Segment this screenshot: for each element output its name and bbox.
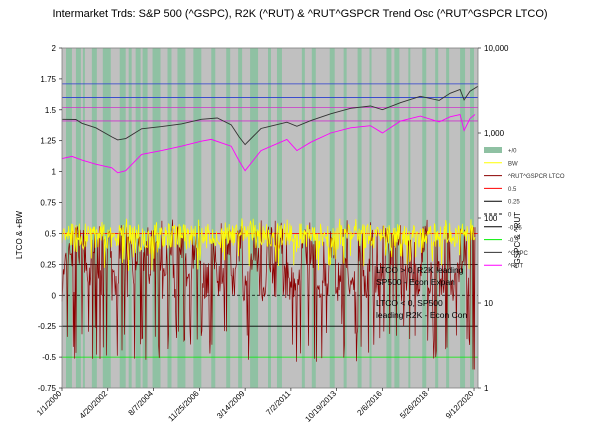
annotation-positive-line1: LTCO > 0, R2K leading <box>376 265 464 275</box>
annotation-negative-line1: LTCO < 0, SP500 <box>376 298 443 308</box>
positive-band-28 <box>408 48 411 388</box>
positive-band-9 <box>142 48 148 388</box>
positive-band-18 <box>268 48 271 388</box>
positive-band-32 <box>460 48 466 388</box>
positive-band-33 <box>470 48 475 388</box>
positive-band-15 <box>226 48 231 388</box>
positive-band-24 <box>357 48 362 388</box>
y-left-tick-label: -0.5 <box>42 353 56 362</box>
positive-band-1 <box>65 48 72 388</box>
positive-band-23 <box>343 48 347 388</box>
positive-band-10 <box>152 48 161 388</box>
positive-band-16 <box>238 48 243 388</box>
positive-band-20 <box>301 48 305 388</box>
positive-band-19 <box>276 48 282 388</box>
legend-label: ^GSPC <box>508 251 528 257</box>
y-right-tick-label: 100 <box>484 214 498 223</box>
legend-label: 0.25 <box>508 200 520 206</box>
positive-band-21 <box>311 48 316 388</box>
legend: +/0BW^RUT^GSPCR LTCO0.50.250-0.25-0.5^GS… <box>484 147 565 270</box>
y-left-tick-label: -0.75 <box>38 384 57 393</box>
y-left-tick-label: 1.75 <box>40 75 56 84</box>
x-tick-label: 5/26/2018 <box>398 389 430 421</box>
positive-band-12 <box>177 48 186 388</box>
positive-band-4 <box>91 48 97 388</box>
positive-band-25 <box>369 48 372 388</box>
x-tick-label: 11/25/2006 <box>166 389 201 424</box>
series-line-rut <box>61 113 476 174</box>
legend-label: BW <box>508 161 518 167</box>
positive-band-26 <box>386 48 392 388</box>
legend-label: ^RUT^GSPCR LTCO <box>508 174 565 180</box>
positive-band-5 <box>102 48 111 388</box>
positive-band-2 <box>75 48 81 388</box>
x-tick-label: 3/14/2009 <box>215 389 247 421</box>
positive-band-17 <box>250 48 259 388</box>
positive-band-27 <box>394 48 400 388</box>
legend-label: ^RUT <box>508 264 523 270</box>
y-axis-left-label: LTCO & +BW <box>15 211 24 260</box>
positive-band-29 <box>422 48 427 388</box>
legend-label: -0.5 <box>508 238 519 244</box>
positive-band-3 <box>82 48 85 388</box>
series-line-gspc <box>61 85 479 146</box>
y-left-tick-label: 1.25 <box>40 137 56 146</box>
y-left-tick-label: 0.25 <box>40 260 56 269</box>
series-line-bw <box>61 218 476 271</box>
positive-band-14 <box>211 48 216 388</box>
positive-band-7 <box>128 48 132 388</box>
y-left-tick-label: 1.5 <box>45 106 57 115</box>
legend-label: +/0 <box>508 149 517 155</box>
x-tick-label: 7/2/2011 <box>264 389 292 417</box>
x-tick-label: 9/12/2020 <box>444 389 476 421</box>
legend-label: 0 <box>508 213 512 219</box>
annotation-negative-line2: leading R2K - Econ Con <box>376 310 467 320</box>
y-left-tick-label: 2 <box>52 44 57 53</box>
y-right-tick-label: 1,000 <box>484 129 505 138</box>
positive-band-6 <box>119 48 126 388</box>
legend-label: -0.25 <box>508 225 522 231</box>
positive-band-31 <box>446 48 450 388</box>
positive-band-30 <box>435 48 439 388</box>
chart-title: Intermarket Trds: S&P 500 (^GSPC), R2K (… <box>52 8 547 20</box>
x-tick-label: 4/20/2002 <box>78 389 110 421</box>
y-left-tick-label: 0.5 <box>45 229 57 238</box>
positive-band-22 <box>329 48 335 388</box>
x-tick-label: 2/6/2016 <box>355 389 384 418</box>
y-left-tick-label: 0 <box>52 291 57 300</box>
positive-band-11 <box>167 48 172 388</box>
legend-swatch <box>484 147 502 153</box>
y-axis-right-label: ^GSPC & ^RUT <box>513 212 522 269</box>
y-left-tick-label: -0.25 <box>38 322 57 331</box>
y-right-tick-label: 1 <box>484 384 489 393</box>
y-left-tick-label: 0.75 <box>40 199 56 208</box>
y-right-tick-label: 10 <box>484 299 493 308</box>
legend-label: 0.5 <box>508 187 517 193</box>
x-tick-label: 8/7/2004 <box>127 389 156 418</box>
y-right-tick-label: 10,000 <box>484 44 509 53</box>
positive-band-8 <box>135 48 141 388</box>
annotation-positive-line2: SP500 - Econ Expan <box>376 277 455 287</box>
positive-band-13 <box>193 48 202 388</box>
x-tick-label: 10/19/2013 <box>303 389 338 424</box>
y-left-tick-label: 1 <box>52 168 57 177</box>
